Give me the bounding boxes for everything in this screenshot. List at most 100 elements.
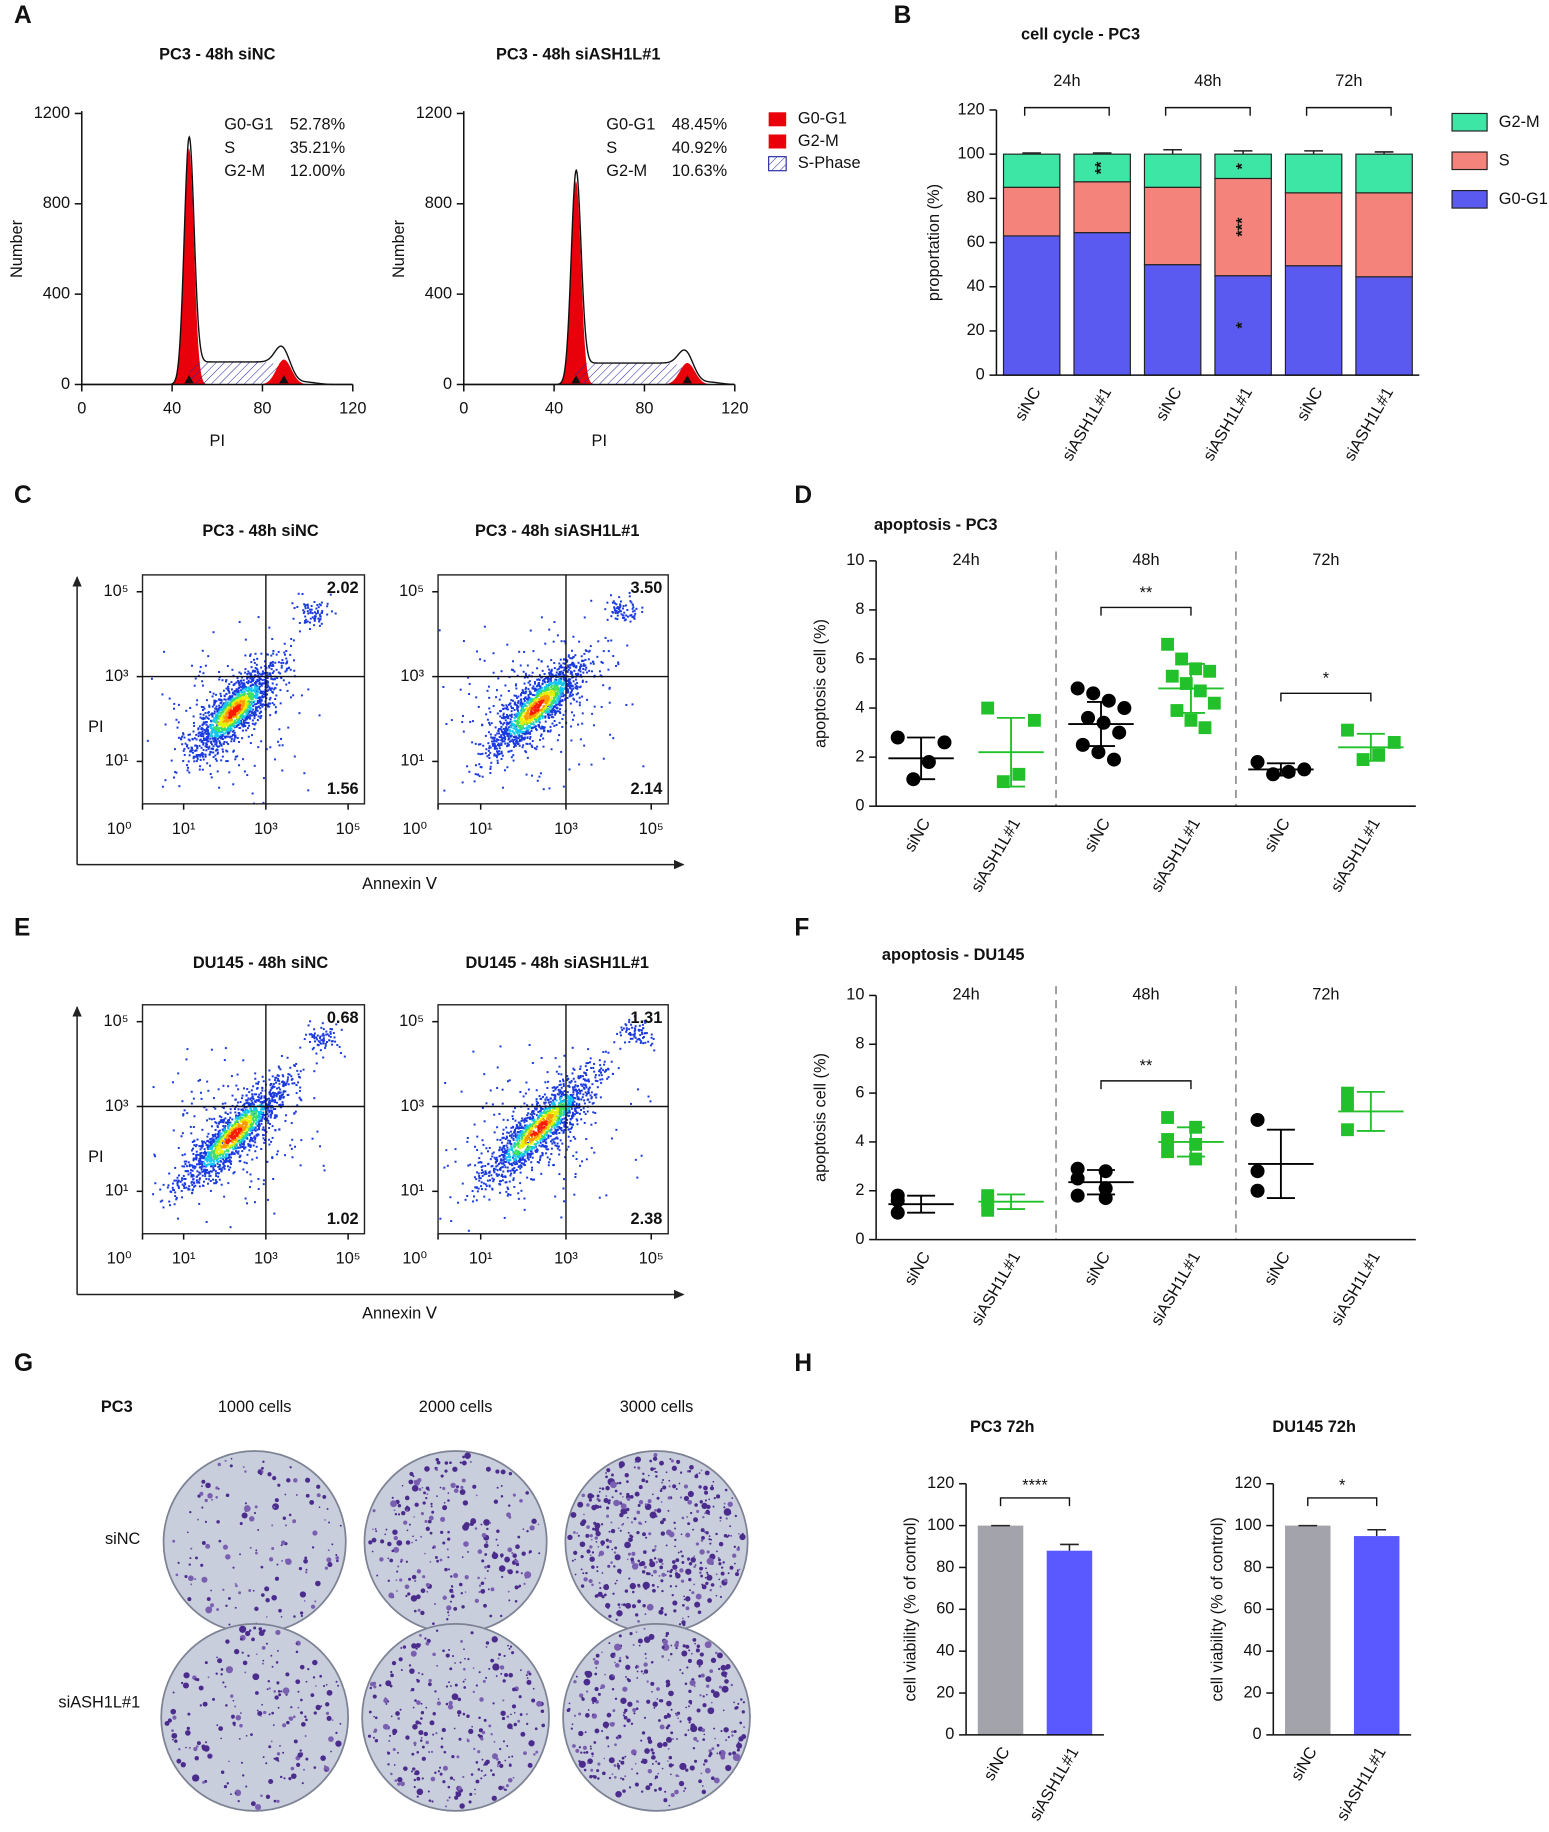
event-dot xyxy=(222,716,225,719)
event-dot xyxy=(304,619,307,622)
event-dot xyxy=(192,757,195,760)
y-tick-label: 1200 xyxy=(34,104,70,122)
event-dot xyxy=(214,1144,217,1147)
event-dot xyxy=(270,1140,273,1143)
event-dot xyxy=(543,673,546,676)
stat-value: 12.00% xyxy=(290,162,345,180)
event-dot xyxy=(245,1131,248,1134)
event-dot xyxy=(201,649,204,652)
event-dot xyxy=(207,729,209,732)
event-dot xyxy=(266,671,269,674)
event-dot xyxy=(225,693,228,696)
x-tick-label: 10⁰ xyxy=(107,820,132,838)
event-dot xyxy=(641,606,644,609)
event-dot xyxy=(244,1111,247,1114)
event-dot xyxy=(213,1154,216,1157)
event-dot xyxy=(253,1093,256,1096)
event-dot xyxy=(568,682,571,685)
event-dot xyxy=(334,1040,337,1043)
event-dot xyxy=(275,1076,278,1079)
event-dot xyxy=(199,1078,202,1081)
event-dot xyxy=(238,694,241,697)
event-dot xyxy=(498,747,501,750)
event-dot xyxy=(508,740,511,743)
event-dot xyxy=(292,617,295,620)
event-dot xyxy=(254,1126,257,1129)
event-dot xyxy=(583,616,586,619)
event-dot xyxy=(615,607,618,610)
event-dot xyxy=(532,721,535,724)
event-dot xyxy=(536,716,539,719)
event-dot xyxy=(201,755,204,758)
event-dot xyxy=(263,665,266,668)
event-dot xyxy=(227,1149,230,1152)
event-dot xyxy=(547,694,550,697)
event-dot xyxy=(526,709,529,712)
event-dot xyxy=(195,1150,198,1153)
event-dot xyxy=(239,712,242,715)
event-dot xyxy=(177,1185,180,1188)
event-dot xyxy=(205,721,208,724)
event-dot xyxy=(291,602,294,605)
event-dot xyxy=(269,746,272,749)
event-dot xyxy=(546,684,548,687)
event-dot xyxy=(558,665,561,668)
event-dot xyxy=(198,1178,201,1181)
event-dot xyxy=(236,1120,239,1123)
event-dot xyxy=(488,757,491,759)
event-dot xyxy=(268,1097,271,1100)
event-dot xyxy=(563,674,566,677)
event-dot xyxy=(230,1075,233,1078)
event-dot xyxy=(249,1139,252,1141)
event-dot xyxy=(274,706,277,709)
event-dot xyxy=(278,728,281,731)
event-dot xyxy=(215,1137,218,1140)
event-dot xyxy=(253,700,256,703)
event-dot xyxy=(247,690,250,693)
event-dot xyxy=(280,661,283,664)
event-dot xyxy=(568,695,571,698)
event-dot xyxy=(277,1065,280,1068)
event-dot xyxy=(581,679,584,682)
event-dot xyxy=(630,614,633,617)
event-dot xyxy=(313,624,316,627)
event-dot xyxy=(513,670,516,673)
peak-marker xyxy=(279,375,289,384)
event-dot xyxy=(275,1114,278,1117)
event-dot xyxy=(205,1164,208,1167)
event-dot xyxy=(247,735,250,738)
event-dot xyxy=(268,666,271,669)
event-dot xyxy=(548,708,551,711)
event-dot xyxy=(542,788,545,791)
event-dot xyxy=(526,726,529,729)
y-tick-label: 800 xyxy=(43,194,70,212)
event-dot xyxy=(269,696,272,699)
event-dot xyxy=(608,701,611,704)
event-dot xyxy=(271,1087,274,1090)
event-dot xyxy=(493,744,496,747)
event-dot xyxy=(506,708,509,711)
event-dot xyxy=(516,714,519,717)
event-dot xyxy=(245,1136,248,1139)
event-dot xyxy=(203,1148,206,1151)
event-dot xyxy=(233,699,236,702)
event-dot xyxy=(493,740,496,743)
event-dot xyxy=(239,701,242,704)
event-dot xyxy=(494,734,497,737)
event-dot xyxy=(236,696,239,699)
event-dot xyxy=(269,1106,272,1109)
event-dot xyxy=(521,746,524,749)
event-dot xyxy=(233,682,236,685)
event-dot xyxy=(266,674,269,677)
event-dot xyxy=(537,712,540,715)
event-dot xyxy=(307,612,310,615)
event-dot xyxy=(304,607,307,610)
event-dot xyxy=(231,697,234,700)
event-dot xyxy=(541,669,544,672)
event-dot xyxy=(552,640,555,643)
event-dot xyxy=(254,1136,257,1139)
event-dot xyxy=(265,703,268,706)
event-dot xyxy=(210,1142,213,1145)
event-dot xyxy=(537,678,540,681)
event-dot xyxy=(242,721,245,724)
